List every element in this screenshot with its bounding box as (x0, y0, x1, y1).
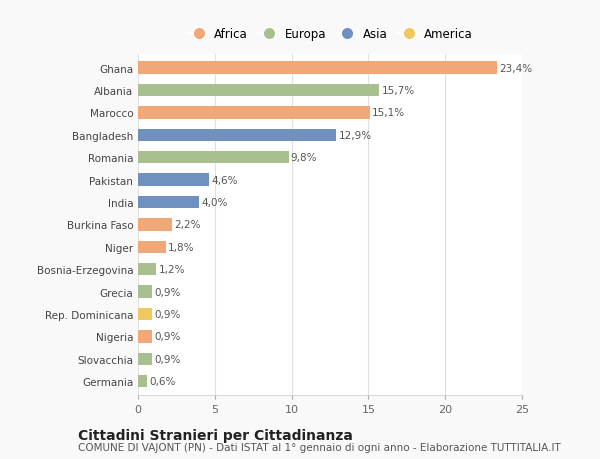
Bar (138, 152, 289, 164)
Bar (138, 107, 370, 119)
Bar (138, 174, 209, 186)
Text: COMUNE DI VAJONT (PN) - Dati ISTAT al 1° gennaio di ogni anno - Elaborazione TUT: COMUNE DI VAJONT (PN) - Dati ISTAT al 1°… (78, 442, 561, 452)
Text: 1,2%: 1,2% (159, 264, 185, 274)
Bar (138, 129, 336, 142)
Bar (138, 219, 172, 231)
Text: 0,6%: 0,6% (149, 376, 176, 386)
Text: 9,8%: 9,8% (291, 153, 317, 163)
Bar (138, 196, 199, 209)
Bar (138, 85, 379, 97)
Text: 2,2%: 2,2% (174, 220, 200, 230)
Bar (138, 286, 152, 298)
Text: Cittadini Stranieri per Cittadinanza: Cittadini Stranieri per Cittadinanza (78, 428, 353, 442)
Text: 0,9%: 0,9% (154, 309, 181, 319)
Bar (138, 308, 152, 320)
Bar (138, 330, 152, 343)
Text: 0,9%: 0,9% (154, 287, 181, 297)
Text: 1,8%: 1,8% (168, 242, 194, 252)
Bar (138, 263, 157, 276)
Legend: Africa, Europa, Asia, America: Africa, Europa, Asia, America (182, 23, 478, 46)
Text: 23,4%: 23,4% (500, 63, 533, 73)
Bar (138, 241, 166, 253)
Text: 4,6%: 4,6% (211, 175, 238, 185)
Bar (138, 375, 147, 387)
Text: 12,9%: 12,9% (338, 130, 371, 140)
Bar (138, 353, 152, 365)
Text: 0,9%: 0,9% (154, 354, 181, 364)
Text: 15,1%: 15,1% (372, 108, 406, 118)
Text: 15,7%: 15,7% (382, 86, 415, 96)
Text: 0,9%: 0,9% (154, 332, 181, 341)
Bar (138, 62, 497, 75)
Text: 4,0%: 4,0% (202, 197, 228, 207)
